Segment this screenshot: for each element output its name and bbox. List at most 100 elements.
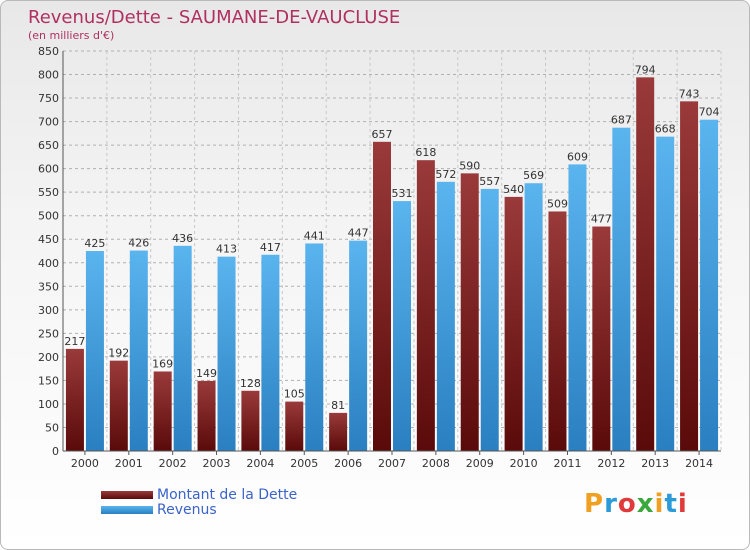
data-label-debt: 477 — [591, 213, 612, 226]
logo-letter: i — [654, 489, 665, 519]
data-label-revenue: 704 — [699, 106, 720, 119]
bars — [65, 77, 719, 452]
x-tick-label: 2009 — [466, 457, 494, 470]
x-tick-label: 2010 — [510, 457, 538, 470]
bar-revenue — [436, 181, 455, 451]
bar-revenue — [700, 119, 719, 452]
data-label-debt: 618 — [415, 146, 436, 159]
bar-debt — [285, 401, 304, 451]
data-label-revenue: 668 — [655, 123, 676, 136]
y-tick-label: 500 — [38, 210, 59, 223]
logo-letter: r — [604, 489, 618, 519]
legend-label-revenue: Revenus — [157, 501, 217, 518]
data-label-revenue: 426 — [128, 237, 149, 250]
logo-letter: o — [617, 489, 637, 519]
x-tick-label: 2001 — [115, 457, 143, 470]
data-label-debt: 217 — [64, 335, 85, 348]
data-label-revenue: 687 — [611, 114, 632, 127]
bar-revenue — [217, 256, 236, 451]
data-label-debt: 169 — [152, 357, 173, 370]
x-tick-label: 2011 — [553, 457, 581, 470]
x-tick-label: 2004 — [246, 457, 274, 470]
logo-letter: t — [664, 489, 678, 519]
y-tick-label: 800 — [38, 69, 59, 82]
y-tick-label: 350 — [38, 280, 59, 293]
legend-swatch-revenue — [101, 505, 153, 514]
x-tick-label: 2005 — [290, 457, 318, 470]
y-tick-label: 100 — [38, 398, 59, 411]
data-label-revenue: 425 — [84, 237, 105, 250]
bar-debt — [548, 211, 567, 451]
y-tick-label: 50 — [45, 421, 59, 434]
bar-revenue — [656, 136, 675, 451]
bar-revenue — [480, 188, 499, 451]
y-tick-label: 600 — [38, 163, 59, 176]
y-tick-label: 150 — [38, 374, 59, 387]
bar-revenue — [612, 127, 631, 452]
data-label-revenue: 441 — [304, 229, 325, 242]
data-label-debt: 81 — [331, 399, 345, 412]
chart-subtitle: (en milliers d'€) — [28, 29, 115, 42]
bar-debt — [416, 160, 435, 452]
bar-debt — [109, 360, 128, 451]
data-label-revenue: 413 — [216, 243, 237, 256]
y-tick-label: 450 — [38, 233, 59, 246]
data-label-revenue: 531 — [392, 187, 413, 200]
data-label-revenue: 569 — [523, 169, 544, 182]
x-tick-label: 2003 — [203, 457, 231, 470]
chart-title: Revenus/Dette - SAUMANE-DE-VAUCLUSE — [28, 7, 401, 28]
x-tick-label: 2007 — [378, 457, 406, 470]
y-tick-label: 650 — [38, 139, 59, 152]
bar-revenue — [524, 183, 543, 451]
data-label-revenue: 609 — [567, 150, 588, 163]
x-tick-label: 2008 — [422, 457, 450, 470]
data-label-revenue: 417 — [260, 241, 281, 254]
y-tick-label: 550 — [38, 186, 59, 199]
data-label-debt: 509 — [547, 197, 568, 210]
bar-revenue — [129, 250, 148, 451]
legend-swatch-debt — [101, 490, 153, 499]
legend-item-debt: Montant de la Dette — [101, 486, 298, 503]
y-tick-label: 400 — [38, 257, 59, 270]
x-tick-label: 2014 — [685, 457, 713, 470]
bar-revenue — [85, 251, 104, 451]
data-label-debt: 657 — [372, 128, 393, 141]
bar-revenue — [305, 243, 324, 451]
data-label-revenue: 436 — [172, 232, 193, 245]
bar-debt — [460, 173, 479, 451]
data-label-debt: 128 — [240, 377, 261, 390]
y-tick-label: 0 — [52, 445, 59, 458]
data-label-revenue: 557 — [479, 175, 500, 188]
bar-debt — [504, 196, 523, 451]
bar-debt — [65, 348, 84, 451]
data-label-revenue: 447 — [348, 227, 369, 240]
bar-revenue — [393, 201, 411, 451]
legend-label-debt: Montant de la Dette — [157, 486, 298, 503]
data-label-debt: 590 — [459, 159, 480, 172]
data-label-debt: 743 — [679, 87, 700, 100]
proxiti-logo: Proxiti — [584, 489, 688, 519]
legend: Montant de la Dette Revenus — [101, 486, 298, 518]
bar-debt — [329, 412, 348, 451]
bar-debt — [153, 371, 172, 451]
bar-revenue — [568, 164, 587, 452]
y-tick-label: 850 — [38, 45, 59, 58]
logo-letter: x — [636, 489, 655, 519]
x-tick-label: 2000 — [71, 457, 99, 470]
bar-debt — [592, 226, 611, 451]
bar-debt — [197, 380, 216, 451]
bar-debt — [373, 141, 391, 451]
x-tick-label: 2013 — [641, 457, 669, 470]
bar-revenue — [349, 240, 368, 451]
value-labels: 217 425 192 426 169 436 149 413 128 417 105 441 81 44… — [64, 63, 719, 412]
bar-debt — [636, 77, 655, 452]
bar-debt — [241, 390, 260, 451]
logo-letter: i — [677, 489, 688, 519]
bar-revenue — [173, 245, 192, 451]
data-label-debt: 540 — [503, 183, 524, 196]
axes: 0 50 100 150 200 250 300 350 400 450 500 550 600 650 7… — [38, 45, 721, 470]
logo-letter: P — [584, 489, 605, 519]
bar-revenue — [261, 254, 280, 451]
